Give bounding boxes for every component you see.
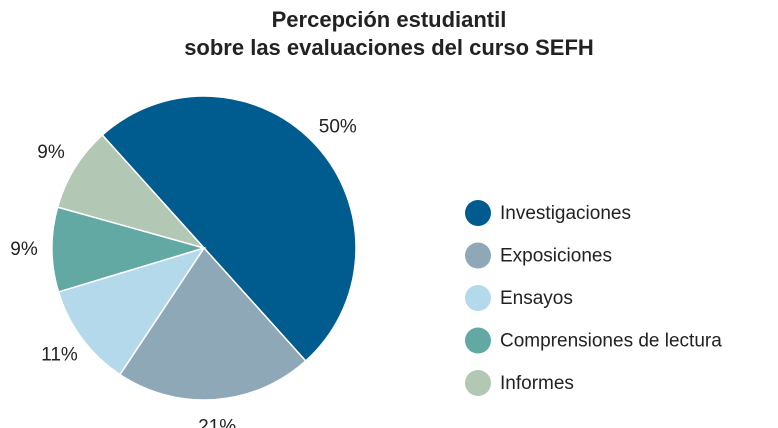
legend-label: Ensayos	[500, 288, 573, 309]
data-label: 50%	[319, 117, 357, 138]
legend-swatch	[465, 370, 491, 396]
data-label: 9%	[10, 239, 38, 260]
pie-slice	[57, 246, 206, 376]
pie-slice	[56, 133, 207, 250]
legend-swatch	[465, 285, 491, 311]
pie-slice	[118, 246, 307, 401]
legend-swatch	[465, 327, 491, 354]
legend-label: Comprensiones de lectura	[500, 331, 722, 352]
chart-title: Percepción estudiantil sobre las evaluac…	[184, 7, 594, 60]
legend-label: Exposiciones	[500, 246, 612, 267]
pie-slice	[101, 95, 357, 363]
data-label: 21%	[198, 417, 236, 428]
legend-swatch	[465, 200, 491, 226]
data-label: 9%	[37, 142, 65, 163]
legend-swatch	[465, 242, 491, 269]
data-label: 11%	[41, 344, 78, 365]
legend-label: Investigaciones	[500, 203, 631, 224]
legend-label: Informes	[500, 373, 574, 394]
pie-slice	[51, 206, 207, 293]
